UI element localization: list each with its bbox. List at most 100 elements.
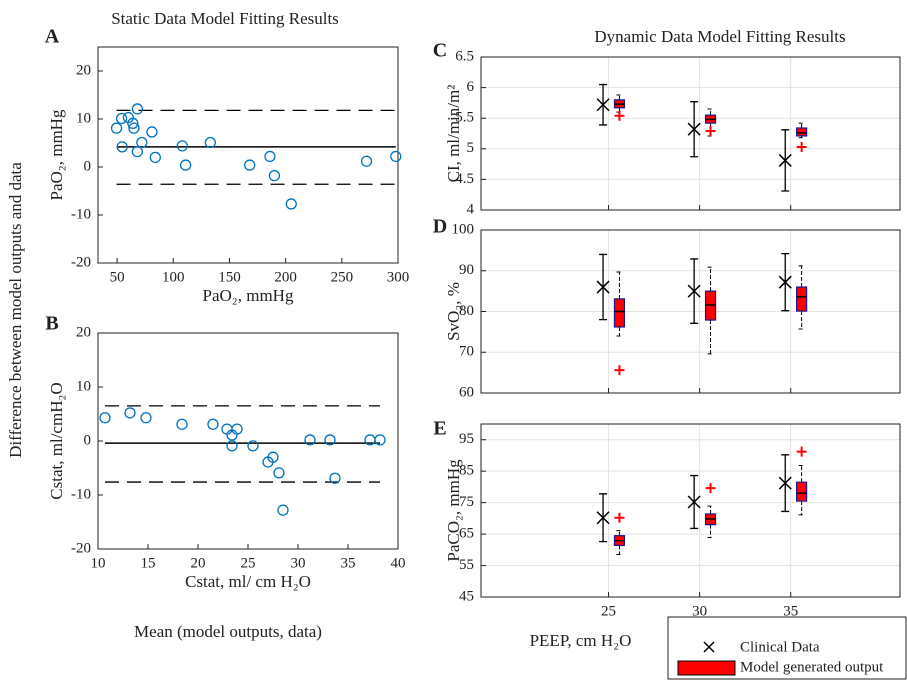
clinical-marker — [778, 476, 792, 490]
box — [613, 298, 626, 328]
point — [179, 159, 192, 171]
point — [374, 434, 386, 446]
x-axis-label: PaO₂, mmHg — [203, 286, 294, 305]
point — [324, 434, 336, 446]
y-tick-label: 10 — [76, 378, 91, 394]
point — [244, 159, 256, 171]
y-tick-label: 90 — [459, 262, 474, 278]
panel-letter: B — [45, 313, 58, 335]
point — [176, 418, 188, 430]
x-axis-label: PEEP, cm H₂O — [530, 631, 632, 650]
point — [360, 155, 373, 167]
point — [124, 407, 136, 419]
box — [796, 481, 808, 502]
x-tick-label: 20 — [191, 555, 206, 571]
clinical-marker — [687, 495, 701, 509]
whisker-low — [616, 545, 623, 556]
x-tick-label: 250 — [331, 269, 354, 285]
clinical-marker — [778, 153, 792, 167]
point — [277, 504, 289, 516]
y-tick-label: 20 — [76, 324, 91, 340]
y-tick-label: 80 — [459, 303, 474, 319]
y-tick-label: 85 — [459, 463, 474, 479]
y-tick-label: -10 — [71, 486, 91, 502]
point — [110, 122, 123, 134]
whisker-high — [616, 94, 623, 100]
whisker-low — [616, 326, 623, 337]
y-tick-label: 0 — [84, 158, 92, 174]
x-tick-label: 25 — [601, 603, 616, 619]
plot-frame — [480, 229, 901, 394]
y-tick-label: 60 — [459, 384, 474, 400]
outlier — [705, 126, 716, 137]
y-tick-label: -20 — [71, 254, 91, 270]
y-axis-label: PaO₂, mmHg — [47, 109, 66, 200]
plot-area — [97, 46, 399, 264]
y-axis-label: CI, ml/min/m² — [444, 85, 463, 183]
whisker-low — [798, 311, 805, 330]
whisker-high — [798, 265, 805, 288]
whisker-low — [707, 320, 714, 355]
outlier — [614, 512, 625, 523]
point — [116, 141, 128, 153]
point — [128, 122, 140, 134]
point — [207, 418, 219, 430]
outlier — [614, 365, 625, 376]
point — [268, 169, 281, 182]
x-tick-label: 100 — [162, 269, 185, 285]
y-tick-label: 4 — [467, 201, 475, 217]
y-tick-label: 45 — [459, 588, 474, 604]
outlier — [796, 141, 807, 152]
whisker-high — [798, 465, 805, 483]
y-tick-label: -20 — [71, 540, 91, 556]
y-tick-label: 70 — [459, 344, 474, 360]
outlier — [796, 446, 807, 457]
y-tick-label: 4.5 — [455, 171, 474, 187]
point — [140, 412, 152, 424]
x-tick-label: 15 — [141, 555, 156, 571]
point — [285, 198, 297, 210]
point — [149, 151, 161, 164]
y-tick-label: 20 — [76, 62, 91, 78]
point — [226, 440, 238, 452]
point — [127, 117, 139, 129]
point — [131, 145, 143, 158]
plot-area — [480, 423, 901, 598]
plot-frame — [480, 423, 901, 598]
dynamic-title: Dynamic Data Model Fitting Results — [594, 27, 845, 46]
point — [264, 150, 276, 163]
point — [267, 451, 279, 463]
box — [796, 286, 808, 312]
shared-y-label: Difference between model outputs and dat… — [6, 162, 25, 458]
whisker-high — [616, 271, 623, 299]
outlier — [614, 110, 625, 121]
y-tick-label: 5.5 — [455, 110, 474, 126]
clinical-marker — [596, 280, 610, 294]
legend-marker — [703, 641, 715, 653]
panel-letter: A — [45, 26, 60, 48]
whisker-high — [707, 266, 714, 292]
point — [136, 136, 148, 149]
panel-letter: C — [433, 40, 447, 62]
y-tick-label: 95 — [459, 431, 474, 447]
x-tick-label: 30 — [291, 555, 306, 571]
legend-label: Model generated output — [740, 659, 884, 675]
y-tick-label: 6.5 — [455, 48, 474, 64]
x-tick-label: 25 — [241, 555, 256, 571]
whisker-high — [707, 505, 714, 514]
x-axis-label: Cstat, ml/ cm H₂O — [185, 572, 311, 591]
panel-letter: D — [433, 216, 447, 238]
whisker-high — [707, 108, 714, 116]
static-title: Static Data Model Fitting Results — [111, 9, 339, 28]
x-tick-label: 40 — [391, 555, 406, 571]
y-tick-label: 5 — [467, 140, 475, 156]
clinical-marker — [687, 122, 701, 136]
clinical-marker — [778, 275, 792, 289]
y-tick-label: 10 — [76, 110, 91, 126]
panel-letter: E — [433, 418, 446, 440]
point — [99, 412, 111, 424]
whisker-low — [707, 524, 714, 539]
x-tick-label: 200 — [274, 269, 297, 285]
point — [273, 467, 285, 479]
